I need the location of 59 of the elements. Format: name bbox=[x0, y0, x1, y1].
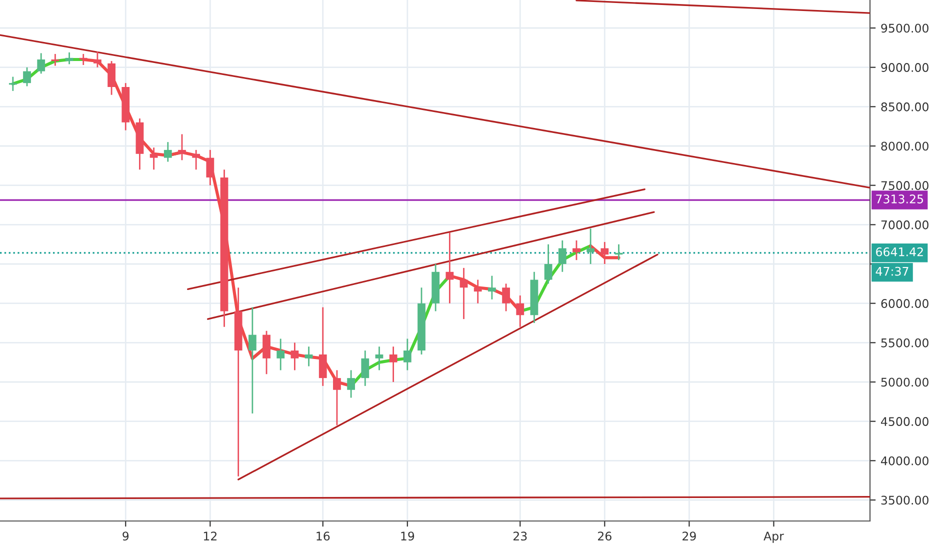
candlestick bbox=[108, 60, 116, 96]
candlestick bbox=[290, 342, 299, 371]
candlestick bbox=[79, 53, 88, 66]
y-tick-label: 7000.00 bbox=[881, 220, 928, 230]
y-tick-label: 6000.00 bbox=[881, 299, 928, 308]
candlestick bbox=[347, 370, 355, 398]
candlestick bbox=[333, 370, 341, 426]
candlestick bbox=[361, 350, 370, 387]
x-tick-label: 29 bbox=[682, 532, 696, 541]
candlestick bbox=[178, 134, 186, 161]
candlestick bbox=[94, 50, 102, 68]
candlestick bbox=[516, 294, 524, 328]
x-tick-label: 9 bbox=[122, 532, 129, 541]
x-tick-label: 12 bbox=[204, 532, 216, 540]
candlestick bbox=[276, 338, 285, 371]
candlestick bbox=[375, 346, 384, 371]
y-tick-label: 9500.00 bbox=[881, 24, 928, 33]
candlestick bbox=[23, 66, 31, 87]
candlestick bbox=[248, 306, 256, 414]
candlestick bbox=[446, 232, 454, 304]
candlestick bbox=[65, 52, 74, 65]
candlestick bbox=[460, 267, 468, 320]
candlestick bbox=[164, 141, 172, 162]
candlestick bbox=[262, 330, 270, 375]
candlestick bbox=[8, 76, 17, 92]
y-tick-label: 7500.00 bbox=[881, 181, 928, 190]
candlestick bbox=[544, 244, 552, 284]
candlestick bbox=[304, 346, 313, 367]
y-tick-label: 4500.00 bbox=[880, 417, 928, 426]
y-tick-label: 3500.00 bbox=[881, 496, 928, 505]
candlestick bbox=[502, 282, 510, 312]
candlestick bbox=[51, 53, 60, 66]
x-tick-label: 23 bbox=[513, 532, 527, 541]
y-tick-label: 5000.00 bbox=[881, 378, 928, 387]
x-tick-label: 26 bbox=[598, 532, 612, 541]
x-tick-label: Apr bbox=[764, 532, 784, 543]
candlestick bbox=[600, 241, 609, 265]
text: 47:37 bbox=[876, 266, 908, 276]
candlestick bbox=[403, 338, 412, 371]
x-tick-label: 19 bbox=[401, 532, 414, 541]
ref-line-label: 6641.42 bbox=[876, 247, 923, 256]
candlestick bbox=[37, 52, 46, 74]
candlestick bbox=[389, 346, 398, 383]
ref-line-label: 7313.25 bbox=[876, 194, 924, 204]
x-tick-label: 16 bbox=[316, 532, 330, 541]
candlestick bbox=[572, 240, 580, 261]
candlestick bbox=[206, 149, 214, 186]
y-tick-label: 9000.00 bbox=[881, 63, 928, 72]
y-tick-label: 4000.00 bbox=[880, 456, 928, 466]
y-tick-label: 8500.00 bbox=[881, 102, 928, 112]
candlestick bbox=[192, 149, 200, 170]
candlestick bbox=[558, 240, 566, 273]
candlestick bbox=[318, 306, 327, 387]
candlestick bbox=[150, 146, 158, 170]
candlestick bbox=[474, 279, 482, 304]
candlestick bbox=[586, 228, 595, 265]
y-tick-label: 5500.00 bbox=[881, 338, 928, 348]
candlestick bbox=[488, 275, 496, 300]
y-tick-label: 8000.00 bbox=[881, 142, 928, 151]
